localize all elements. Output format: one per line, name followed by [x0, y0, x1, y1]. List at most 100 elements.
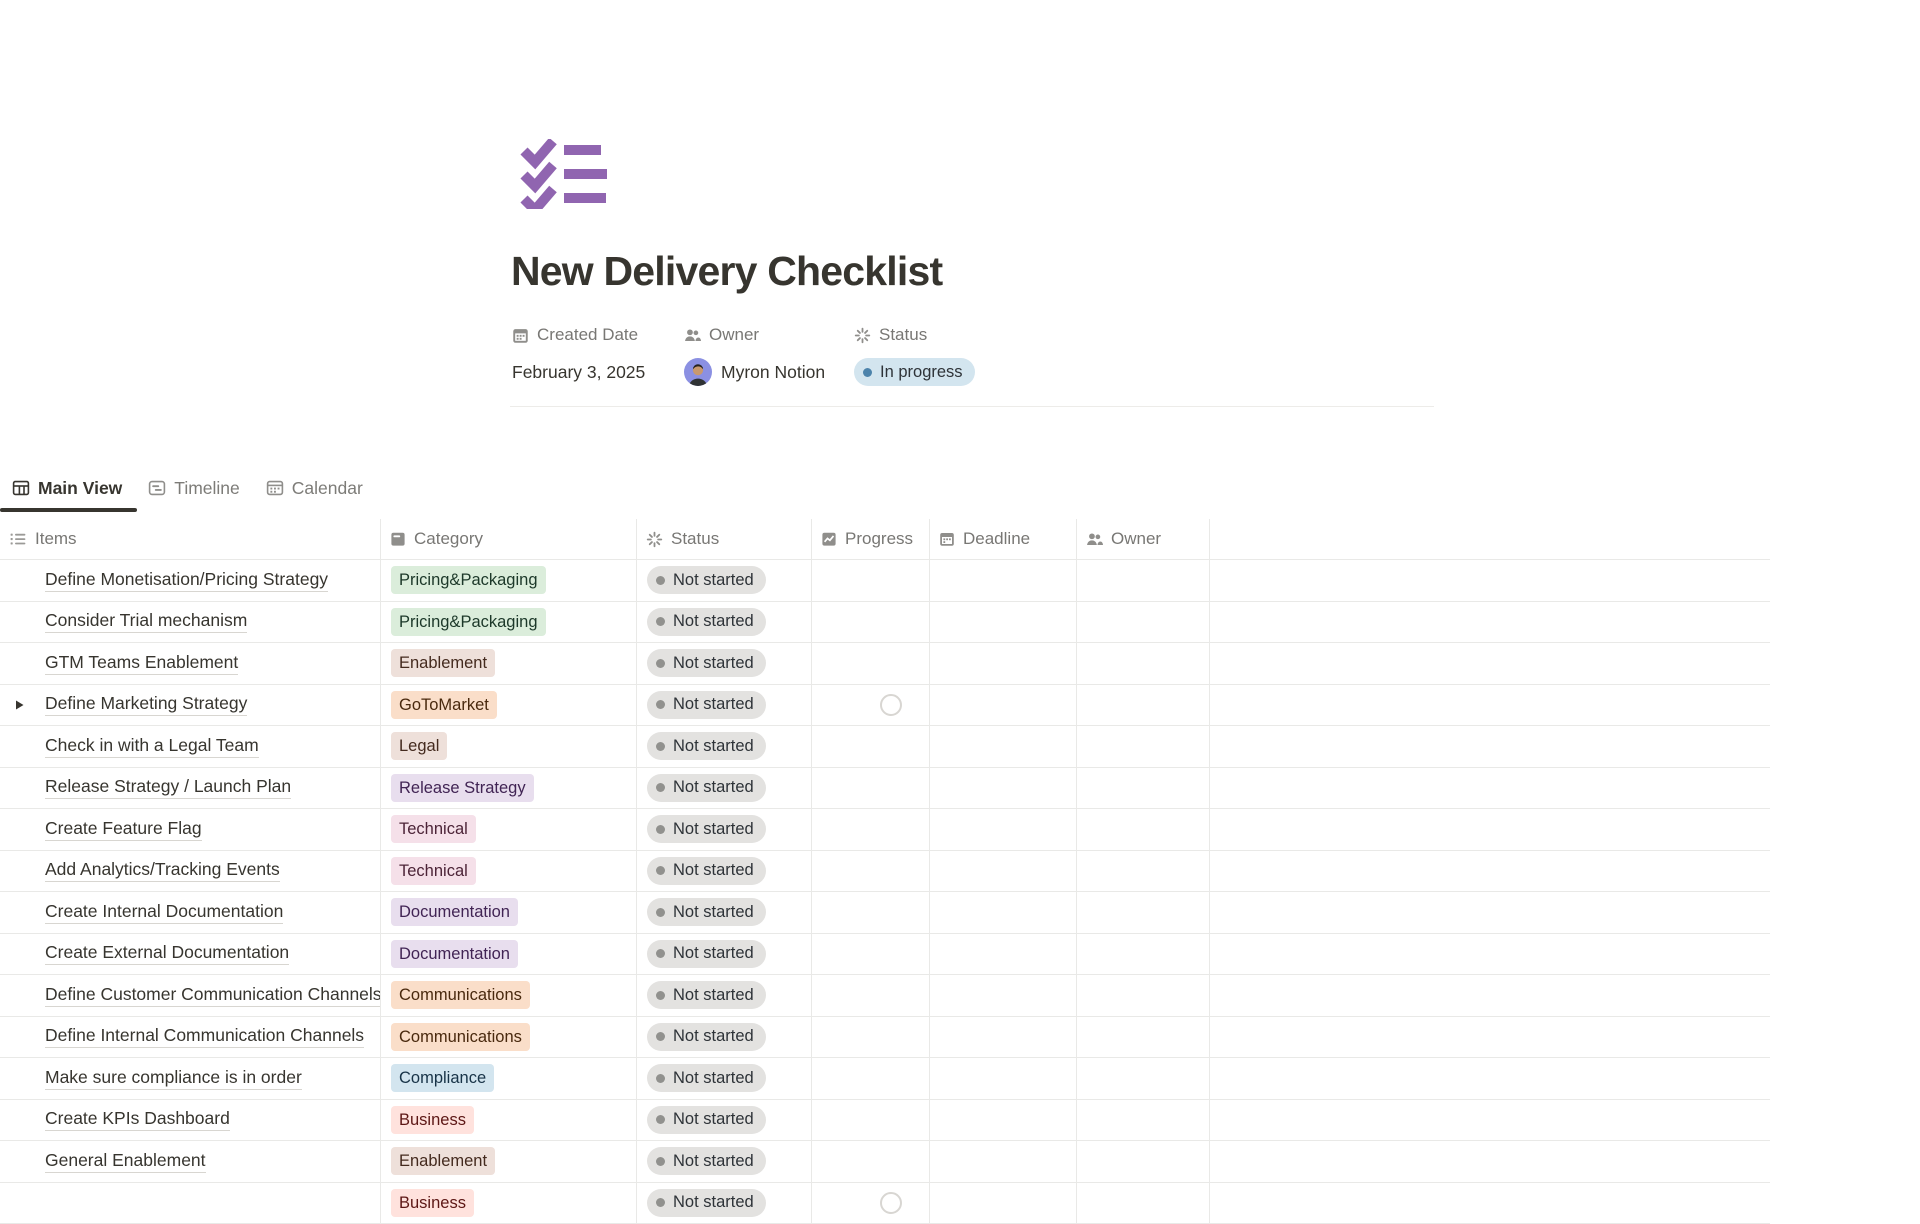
cell-progress[interactable] [812, 809, 930, 850]
cell-status[interactable]: Not started [637, 726, 812, 767]
item-title[interactable]: Create Feature Flag [45, 818, 202, 841]
cell-progress[interactable] [812, 1058, 930, 1099]
cell-owner[interactable] [1077, 643, 1210, 684]
item-title[interactable]: Add Analytics/Tracking Events [45, 859, 280, 882]
cell-owner[interactable] [1077, 1100, 1210, 1141]
cell-progress[interactable] [812, 560, 930, 601]
table-row[interactable]: Define Monetisation/Pricing Strategy Pri… [0, 560, 1770, 602]
table-row[interactable]: General Enablement Enablement Not starte… [0, 1141, 1770, 1183]
cell-status[interactable]: Not started [637, 1058, 812, 1099]
cell-category[interactable]: Communications [381, 1017, 637, 1058]
cell-deadline[interactable] [930, 851, 1077, 892]
cell-owner[interactable] [1077, 768, 1210, 809]
cell-item[interactable]: Create Internal Documentation [0, 892, 381, 933]
tab-calendar[interactable]: Calendar [266, 478, 363, 499]
item-title[interactable]: Consider Trial mechanism [45, 610, 247, 633]
cell-deadline[interactable] [930, 560, 1077, 601]
column-header-status[interactable]: Status [637, 519, 812, 559]
cell-progress[interactable] [812, 1141, 930, 1182]
cell-item[interactable]: Define Internal Communication Channels [0, 1017, 381, 1058]
cell-category[interactable]: Enablement [381, 643, 637, 684]
cell-category[interactable]: Pricing&Packaging [381, 602, 637, 643]
cell-item[interactable]: Define Marketing Strategy [0, 685, 381, 726]
tab-main-view[interactable]: Main View [12, 478, 122, 499]
page-title[interactable]: New Delivery Checklist [511, 246, 942, 297]
cell-progress[interactable] [812, 1100, 930, 1141]
cell-deadline[interactable] [930, 685, 1077, 726]
cell-status[interactable]: Not started [637, 975, 812, 1016]
cell-status[interactable]: Not started [637, 1141, 812, 1182]
cell-progress[interactable] [812, 602, 930, 643]
cell-status[interactable]: Not started [637, 1183, 812, 1224]
cell-status[interactable]: Not started [637, 685, 812, 726]
item-title[interactable]: Check in with a Legal Team [45, 735, 259, 758]
property-label-created-date[interactable]: Created Date [512, 325, 684, 345]
cell-category[interactable]: Business [381, 1100, 637, 1141]
item-title[interactable]: GTM Teams Enablement [45, 652, 238, 675]
cell-deadline[interactable] [930, 892, 1077, 933]
cell-category[interactable]: Documentation [381, 892, 637, 933]
table-row[interactable]: Add Analytics/Tracking Events Technical … [0, 851, 1770, 893]
cell-owner[interactable] [1077, 602, 1210, 643]
item-title[interactable]: Define Marketing Strategy [45, 693, 247, 716]
table-row[interactable]: Make sure compliance is in order Complia… [0, 1058, 1770, 1100]
cell-progress[interactable] [812, 768, 930, 809]
column-header-progress[interactable]: Progress [812, 519, 930, 559]
table-row[interactable]: GTM Teams Enablement Enablement Not star… [0, 643, 1770, 685]
cell-deadline[interactable] [930, 1100, 1077, 1141]
cell-deadline[interactable] [930, 726, 1077, 767]
table-row[interactable]: Create Internal Documentation Documentat… [0, 892, 1770, 934]
cell-item[interactable] [0, 1183, 381, 1224]
cell-owner[interactable] [1077, 934, 1210, 975]
cell-owner[interactable] [1077, 560, 1210, 601]
cell-category[interactable]: GoToMarket [381, 685, 637, 726]
cell-deadline[interactable] [930, 643, 1077, 684]
created-date-value[interactable]: February 3, 2025 [512, 362, 684, 383]
table-row[interactable]: Define Marketing Strategy GoToMarket Not… [0, 685, 1770, 727]
cell-progress[interactable] [812, 1017, 930, 1058]
cell-status[interactable]: Not started [637, 892, 812, 933]
cell-category[interactable]: Technical [381, 809, 637, 850]
cell-progress[interactable] [812, 643, 930, 684]
cell-progress[interactable] [812, 934, 930, 975]
cell-item[interactable]: Release Strategy / Launch Plan [0, 768, 381, 809]
cell-category[interactable]: Enablement [381, 1141, 637, 1182]
cell-progress[interactable] [812, 726, 930, 767]
cell-item[interactable]: Define Customer Communication Channels [0, 975, 381, 1016]
cell-item[interactable]: GTM Teams Enablement [0, 643, 381, 684]
table-row[interactable]: Create External Documentation Documentat… [0, 934, 1770, 976]
table-row[interactable]: Create KPIs Dashboard Business Not start… [0, 1100, 1770, 1142]
item-title[interactable]: Make sure compliance is in order [45, 1067, 302, 1090]
table-row[interactable]: Create Feature Flag Technical Not starte… [0, 809, 1770, 851]
cell-status[interactable]: Not started [637, 560, 812, 601]
item-title[interactable]: Define Internal Communication Channels [45, 1025, 364, 1048]
cell-progress[interactable] [812, 892, 930, 933]
cell-deadline[interactable] [930, 768, 1077, 809]
cell-owner[interactable] [1077, 851, 1210, 892]
cell-deadline[interactable] [930, 975, 1077, 1016]
table-row[interactable]: Release Strategy / Launch Plan Release S… [0, 768, 1770, 810]
cell-owner[interactable] [1077, 1017, 1210, 1058]
cell-owner[interactable] [1077, 809, 1210, 850]
cell-status[interactable]: Not started [637, 768, 812, 809]
cell-owner[interactable] [1077, 1058, 1210, 1099]
property-label-status[interactable]: Status [854, 325, 927, 345]
table-row[interactable]: Define Internal Communication Channels C… [0, 1017, 1770, 1059]
cell-item[interactable]: Add Analytics/Tracking Events [0, 851, 381, 892]
cell-status[interactable]: Not started [637, 851, 812, 892]
cell-deadline[interactable] [930, 1017, 1077, 1058]
cell-owner[interactable] [1077, 1183, 1210, 1224]
cell-status[interactable]: Not started [637, 809, 812, 850]
cell-item[interactable]: General Enablement [0, 1141, 381, 1182]
tab-timeline[interactable]: Timeline [148, 478, 239, 499]
cell-deadline[interactable] [930, 1141, 1077, 1182]
expand-arrow-icon[interactable] [13, 699, 25, 711]
item-title[interactable]: Create Internal Documentation [45, 901, 283, 924]
cell-category[interactable]: Business [381, 1183, 637, 1224]
property-label-owner[interactable]: Owner [684, 325, 854, 345]
cell-status[interactable]: Not started [637, 643, 812, 684]
cell-category[interactable]: Communications [381, 975, 637, 1016]
cell-item[interactable]: Create Feature Flag [0, 809, 381, 850]
column-header-owner[interactable]: Owner [1077, 519, 1210, 559]
cell-category[interactable]: Compliance [381, 1058, 637, 1099]
